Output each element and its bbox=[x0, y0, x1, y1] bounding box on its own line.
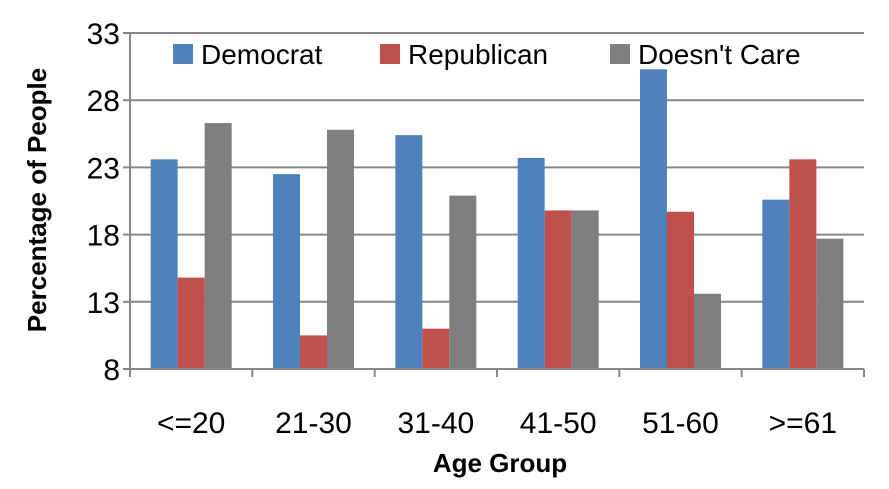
legend-label: Democrat bbox=[201, 39, 323, 70]
bar-republican-5 bbox=[789, 159, 817, 369]
bar-democrat-1 bbox=[273, 174, 300, 369]
bar-doesn-t-care-2 bbox=[449, 195, 477, 369]
y-tick-label: 13 bbox=[87, 287, 120, 320]
legend-label: Doesn't Care bbox=[638, 39, 801, 70]
legend-swatch bbox=[610, 44, 630, 64]
bar-republican-4 bbox=[667, 211, 694, 369]
y-axis-title: Percentage of People bbox=[22, 68, 52, 332]
y-tick-label: 8 bbox=[103, 354, 120, 387]
legend-swatch bbox=[380, 44, 400, 64]
y-tick-label: 33 bbox=[87, 18, 120, 51]
x-tick-label: >=61 bbox=[769, 407, 837, 440]
x-tick-label: 31-40 bbox=[397, 407, 474, 440]
bar-doesn-t-care-0 bbox=[204, 123, 232, 369]
x-tick-label: 41-50 bbox=[520, 407, 597, 440]
axes bbox=[129, 33, 865, 377]
y-tick-label: 28 bbox=[87, 85, 120, 118]
bar-republican-0 bbox=[177, 277, 205, 369]
bar-republican-1 bbox=[300, 335, 327, 369]
bar-democrat-0 bbox=[150, 159, 178, 369]
bar-democrat-5 bbox=[762, 199, 790, 369]
y-tick-label: 23 bbox=[87, 152, 120, 185]
bars bbox=[150, 69, 844, 370]
bar-republican-3 bbox=[544, 210, 572, 369]
gridlines bbox=[123, 32, 864, 370]
bar-democrat-4 bbox=[640, 69, 667, 370]
bar-democrat-2 bbox=[395, 135, 423, 369]
x-tick-labels: <=20 21-30 31-40 41-50 51-60 >=61 bbox=[157, 407, 837, 440]
bar-doesn-t-care-1 bbox=[327, 129, 354, 369]
legend: Democrat Republican Doesn't Care bbox=[173, 39, 801, 70]
y-tick-label: 18 bbox=[87, 220, 120, 253]
x-tick-label: 21-30 bbox=[275, 407, 352, 440]
bar-doesn-t-care-3 bbox=[571, 210, 599, 369]
bar-doesn-t-care-4 bbox=[694, 293, 721, 369]
x-tick-label: <=20 bbox=[157, 407, 225, 440]
legend-swatch bbox=[173, 44, 193, 64]
legend-label: Republican bbox=[408, 39, 548, 70]
x-axis-title: Age Group bbox=[433, 448, 567, 478]
x-tick-label: 51-60 bbox=[642, 407, 719, 440]
y-tick-labels: 8 13 18 23 28 33 bbox=[87, 18, 120, 387]
bar-republican-2 bbox=[422, 328, 450, 369]
bar-democrat-3 bbox=[517, 157, 545, 369]
bar-doesn-t-care-5 bbox=[816, 238, 844, 369]
